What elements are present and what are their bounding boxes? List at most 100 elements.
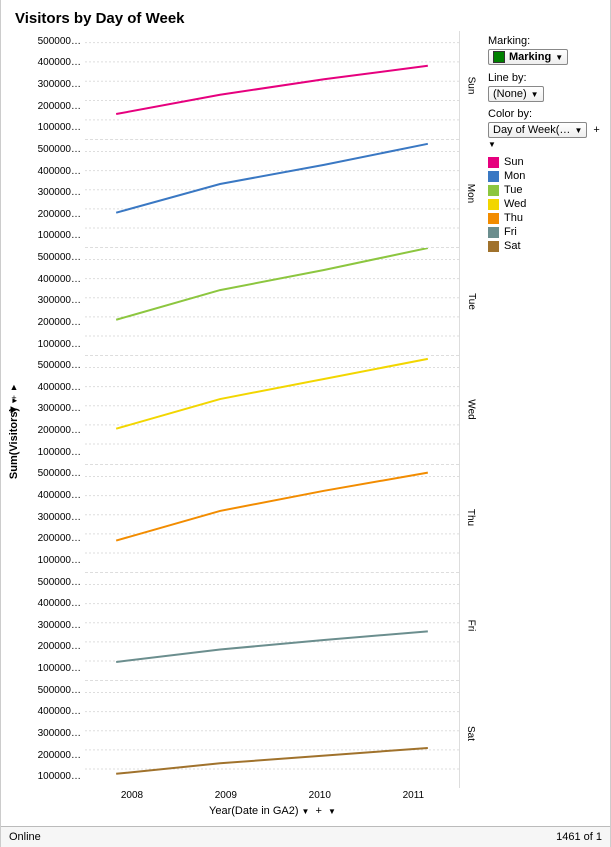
yaxis-label[interactable]: Sum(Visitors) ▼ [8,397,20,479]
colorby-extra-caret[interactable]: ▼ [488,140,496,149]
row-label-fri: Fri [460,572,482,680]
colorby-dropdown[interactable]: Day of Week(… ▼ [488,122,587,138]
caret-down-icon: ▼ [574,126,582,135]
yaxis-column: ▲ + ▶ Sum(Visitors) ▼ [1,31,27,788]
xtick-label: 2011 [403,790,425,801]
legend-item-thu[interactable]: Thu [488,212,604,224]
legend-item-label: Fri [504,226,517,238]
chart-panel-thu[interactable] [85,464,459,572]
ytick-label: 300000… [38,404,81,414]
ytick-label: 500000… [38,686,81,696]
series-line-mon[interactable] [116,144,428,213]
legend-swatch [488,227,499,238]
legend-item-fri[interactable]: Fri [488,226,604,238]
series-line-fri[interactable] [116,631,428,662]
series-line-wed[interactable] [116,359,428,429]
caret-down-icon: ▼ [302,807,310,816]
legend-item-wed[interactable]: Wed [488,198,604,210]
legend-item-tue[interactable]: Tue [488,184,604,196]
chart-panel-fri[interactable] [85,572,459,680]
chart-panel-tue[interactable] [85,247,459,355]
xaxis-plus-button[interactable]: + [313,805,325,817]
status-right: 1461 of 1 [556,831,602,843]
ytick-label: 100000… [38,123,81,133]
ytick-label: 200000… [38,642,81,652]
xaxis-ticks: 2008200920102011 [85,788,460,801]
marking-dropdown[interactable]: Marking ▼ [488,49,568,65]
legend-item-label: Mon [504,170,525,182]
legend-item-sun[interactable]: Sun [488,156,604,168]
ytick-label: 100000… [38,772,81,782]
xtick-label: 2010 [309,790,331,801]
row-label-wed: Wed [460,355,482,463]
xaxis-label[interactable]: Year(Date in GA2) ▼ + ▼ [85,801,460,817]
caret-down-icon: ▼ [555,53,563,62]
ytick-label: 500000… [38,578,81,588]
series-line-tue[interactable] [116,248,428,320]
ytick-label: 300000… [38,80,81,90]
ytick-label: 400000… [38,707,81,717]
colorby-plus-button[interactable]: + [590,124,602,136]
ytick-label: 400000… [38,599,81,609]
ytick-label: 400000… [38,383,81,393]
chart-panel-sat[interactable] [85,680,459,788]
yaxis-up-icon[interactable]: ▲ [10,383,19,392]
ytick-label: 500000… [38,361,81,371]
ytick-label: 500000… [38,145,81,155]
ytick-block: 500000…400000…300000…200000…100000… [27,247,85,355]
chart-panel-mon[interactable] [85,139,459,247]
series-line-sat[interactable] [116,748,428,774]
ytick-label: 400000… [38,275,81,285]
row-label-thu: Thu [460,464,482,572]
status-left: Online [9,831,41,843]
lineby-dropdown[interactable]: (None) ▼ [488,86,544,102]
xaxis: 2008200920102011 Year(Date in GA2) ▼ + ▼ [85,788,460,826]
ytick-label: 200000… [38,210,81,220]
ytick-label: 200000… [38,534,81,544]
ytick-block: 500000…400000…300000…200000…100000… [27,31,85,139]
row-label-mon: Mon [460,139,482,247]
legend-swatch [488,199,499,210]
ytick-label: 400000… [38,491,81,501]
series-line-sun[interactable] [116,66,428,114]
legend-swatch [488,171,499,182]
panels-column [85,31,459,788]
legend-swatch [488,241,499,252]
xaxis-row: 2008200920102011 Year(Date in GA2) ▼ + ▼ [1,788,610,826]
chart-panel-wed[interactable] [85,355,459,463]
yticks-column: 500000…400000…300000…200000…100000…50000… [27,31,85,788]
ytick-label: 200000… [38,318,81,328]
legend-items: Sun Mon Tue Wed Thu Fri Sat [488,156,604,252]
xaxis-extra-caret[interactable]: ▼ [328,807,336,816]
ytick-label: 300000… [38,296,81,306]
ytick-label: 500000… [38,37,81,47]
legend-item-label: Tue [504,184,523,196]
ytick-label: 400000… [38,167,81,177]
app-frame: Visitors by Day of Week ▲ + ▶ Sum(Visito… [0,0,611,847]
legend-item-mon[interactable]: Mon [488,170,604,182]
ytick-label: 100000… [38,340,81,350]
ytick-label: 300000… [38,188,81,198]
ytick-label: 100000… [38,231,81,241]
xtick-label: 2009 [215,790,237,801]
series-line-thu[interactable] [116,472,428,540]
row-label-tue: Tue [460,247,482,355]
colorby-label: Color by: [488,108,604,120]
ytick-label: 100000… [38,448,81,458]
legend-panel: Marking: Marking ▼ Line by: (None) ▼ Col… [482,31,610,788]
ytick-block: 500000… 400000… 300000… 200000… 100000… [27,139,85,247]
chart-panel-sun[interactable] [85,31,459,139]
ytick-label: 200000… [38,426,81,436]
ytick-label: 200000… [38,751,81,761]
ytick-block: 500000…400000…300000…200000…100000… [27,680,85,788]
legend-item-sat[interactable]: Sat [488,240,604,252]
lineby-label: Line by: [488,72,604,84]
legend-item-label: Sun [504,156,524,168]
legend-item-label: Wed [504,198,526,210]
marking-label: Marking: [488,35,604,47]
chart-title: Visitors by Day of Week [1,0,610,31]
row-labels-column: SunMonTueWedThuFriSat [459,31,482,788]
ytick-label: 100000… [38,664,81,674]
ytick-label: 400000… [38,58,81,68]
ytick-label: 300000… [38,513,81,523]
